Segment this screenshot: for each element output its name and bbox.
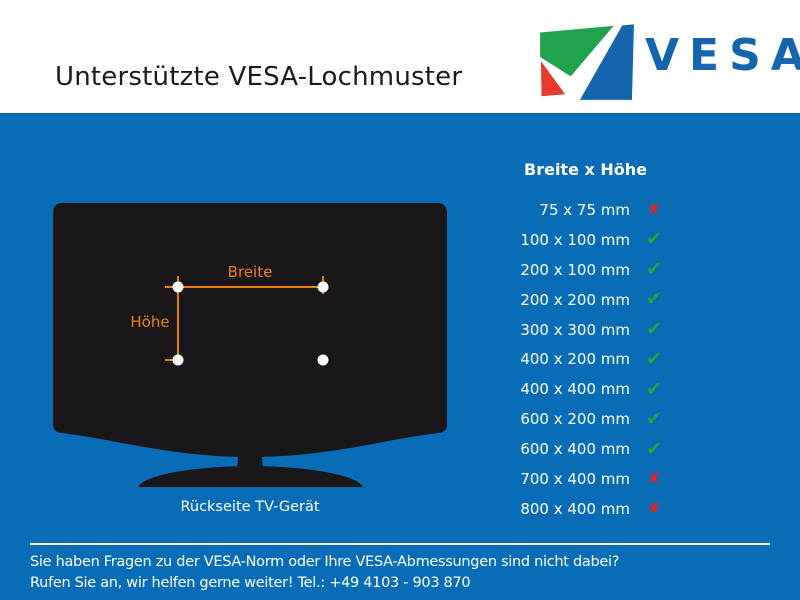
- table-row: 700 x 400 mm ✘: [500, 464, 680, 494]
- size-label: 600 x 200 mm: [520, 410, 630, 429]
- check-icon: ✔: [646, 228, 662, 251]
- check-icon: ✔: [646, 288, 662, 311]
- table-row: 800 x 400 mm ✘: [500, 494, 680, 524]
- vesa-logo: VESA: [533, 8, 800, 106]
- main-area: Breite Höhe Rückseite TV-Gerät Breite x …: [0, 113, 800, 600]
- vesa-logo-mark-icon: [540, 24, 634, 100]
- page-title: Unterstützte VESA-Lochmuster: [55, 62, 463, 92]
- tv-stand-base: [138, 466, 363, 487]
- size-label: 700 x 400 mm: [520, 469, 630, 488]
- cross-icon: ✘: [647, 200, 661, 219]
- check-icon: ✔: [646, 347, 662, 370]
- check-icon: ✔: [646, 407, 662, 430]
- table-row: 200 x 200 mm ✔: [500, 285, 680, 315]
- check-icon: ✔: [646, 318, 662, 340]
- header: Unterstützte VESA-Lochmuster VESA: [0, 0, 800, 113]
- vesa-wordmark: VESA: [645, 30, 800, 81]
- footer-divider: [30, 543, 770, 545]
- table-row: 600 x 400 mm ✔: [500, 434, 680, 464]
- width-label: Breite: [228, 263, 273, 281]
- size-label: 100 x 100 mm: [520, 230, 630, 249]
- mounting-hole-bottom-right: [317, 354, 329, 366]
- size-label: 75 x 75 mm: [539, 200, 630, 219]
- size-label: 400 x 200 mm: [520, 350, 630, 369]
- height-label: Höhe: [130, 313, 169, 331]
- cross-icon: ✘: [647, 499, 661, 518]
- tv-caption: Rückseite TV-Gerät: [180, 499, 320, 515]
- check-icon: ✔: [646, 437, 662, 460]
- check-icon: ✔: [646, 258, 662, 281]
- table-row: 200 x 100 mm ✔: [500, 255, 680, 285]
- size-label: 300 x 300 mm: [520, 320, 630, 339]
- table-row: 600 x 200 mm ✔: [500, 404, 680, 434]
- footer-line2: Rufen Sie an, wir helfen gerne weiter! T…: [30, 575, 471, 591]
- size-label: 400 x 400 mm: [520, 380, 630, 399]
- mounting-hole-top-left: [172, 281, 184, 293]
- check-icon: ✔: [646, 377, 662, 400]
- logo-red-shape: [540, 61, 566, 97]
- table-row: 300 x 300 mm ✔: [500, 315, 680, 345]
- table-header: Breite x Höhe: [524, 160, 648, 179]
- cross-icon: ✘: [647, 469, 661, 488]
- size-label: 200 x 100 mm: [520, 260, 630, 279]
- vesa-size-rows: 75 x 75 mm ✘ 100 x 100 mm ✔ 200 x 100 mm ✔ 200…: [500, 195, 680, 524]
- footer-line1: Sie haben Fragen zu der VESA-Norm oder I…: [30, 554, 620, 570]
- table-row: 75 x 75 mm ✘: [500, 195, 680, 225]
- size-label: 800 x 400 mm: [520, 499, 630, 518]
- size-label: 200 x 200 mm: [520, 290, 630, 309]
- table-row: 100 x 100 mm ✔: [500, 225, 680, 255]
- table-row: 400 x 400 mm ✔: [500, 374, 680, 404]
- tv-diagram: Breite Höhe: [53, 203, 447, 487]
- tv-silhouette: [53, 203, 447, 457]
- table-row: 400 x 200 mm ✔: [500, 344, 680, 374]
- logo-blue-shape: [579, 24, 634, 100]
- mounting-hole-bottom-left: [172, 354, 184, 366]
- logo-green-shape: [540, 25, 614, 77]
- mounting-hole-top-right: [317, 281, 329, 293]
- size-label: 600 x 400 mm: [520, 440, 630, 459]
